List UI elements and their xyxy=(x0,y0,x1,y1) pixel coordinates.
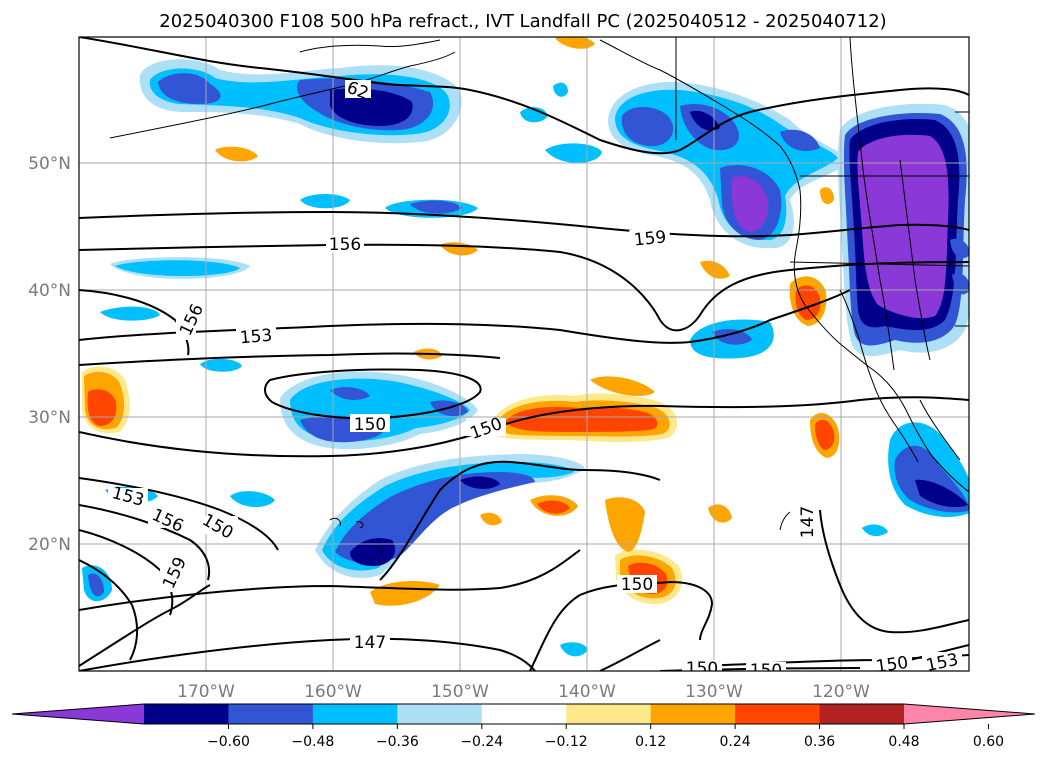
colorbar-tick-label: 0.60 xyxy=(973,734,1004,750)
contour-label: 156 xyxy=(329,235,361,255)
colorbar-tick-label: −0.60 xyxy=(207,734,250,750)
colorbar-swatch xyxy=(144,704,229,724)
contour-labels: 156 159 156 153 150 150 153 156 150 159 … xyxy=(108,78,962,681)
colorbar-extend-left xyxy=(12,704,144,724)
map-frame xyxy=(78,36,970,672)
colorbar-tick-label: 0.24 xyxy=(720,734,751,750)
colorbar-extend-right xyxy=(904,704,1035,724)
contour-label: 150 xyxy=(621,575,653,595)
contour-label: 150 xyxy=(750,661,782,681)
lat-label: 50°N xyxy=(28,154,71,174)
colorbar-tick-label: 0.48 xyxy=(888,734,919,750)
colorbar-tick-label: −0.48 xyxy=(291,734,334,750)
lon-label: 120°W xyxy=(812,682,870,702)
contour-label: 150 xyxy=(354,415,386,435)
colorbar-swatch xyxy=(312,704,398,724)
contour-label: 153 xyxy=(239,326,273,349)
colorbar-swatch xyxy=(735,704,821,724)
colorbar: −0.60 −0.48 −0.36 −0.24 −0.12 0.12 0.24 0.36 0.4… xyxy=(11,703,1036,750)
colorbar-ticks: −0.60 −0.48 −0.36 −0.24 −0.12 0.12 0.24 0.36 0.4… xyxy=(207,724,1004,750)
contour-label: 150 xyxy=(686,659,718,679)
coastlines xyxy=(109,37,969,555)
contour-label: 150 xyxy=(875,653,910,677)
graticule xyxy=(79,37,969,671)
contour-label: 147 xyxy=(798,506,818,538)
lon-label: 140°W xyxy=(558,682,616,702)
colorbar-swatch xyxy=(481,704,567,724)
lon-label: 170°W xyxy=(177,682,235,702)
colorbar-tick-label: −0.12 xyxy=(545,734,588,750)
contour-label: 153 xyxy=(924,650,960,676)
colorbar-swatch xyxy=(819,704,905,724)
map-content: 156 159 156 153 150 150 153 156 150 159 … xyxy=(79,37,969,681)
lon-label: 130°W xyxy=(685,682,743,702)
lon-label: 150°W xyxy=(431,682,489,702)
colorbar-segments xyxy=(144,704,905,724)
colorbar-swatch xyxy=(566,704,652,724)
colorbar-tick-label: 0.36 xyxy=(804,734,835,750)
contour-label: 159 xyxy=(633,227,667,250)
colorbar-swatch xyxy=(228,704,314,724)
lat-label: 30°N xyxy=(28,408,71,428)
lat-label: 20°N xyxy=(28,535,71,555)
colorbar-tick-label: 0.12 xyxy=(635,734,666,750)
colorbar-swatch xyxy=(397,704,483,724)
lon-label: 160°W xyxy=(304,682,362,702)
contour-label: 147 xyxy=(354,633,386,653)
lon-labels: 170°W 160°W 150°W 140°W 130°W 120°W xyxy=(177,682,870,702)
lat-label: 40°N xyxy=(28,281,71,301)
map-title: 2025040300 F108 500 hPa refract., IVT La… xyxy=(159,11,886,32)
colorbar-swatch xyxy=(650,704,736,724)
colorbar-outline xyxy=(11,703,1036,725)
lat-labels: 50°N 40°N 30°N 20°N xyxy=(28,154,71,555)
colorbar-tick-label: −0.24 xyxy=(460,734,503,750)
colorbar-tick-label: −0.36 xyxy=(376,734,419,750)
